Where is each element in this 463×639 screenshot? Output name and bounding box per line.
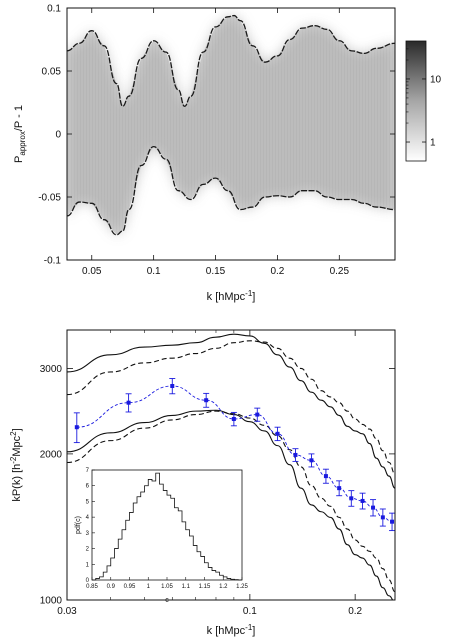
measurement-line	[76, 385, 393, 523]
colorbar-tick-label: 10	[430, 74, 442, 85]
inset-x-tick-label: 0.85	[86, 584, 98, 590]
inset-y-tick-label: 4	[86, 515, 90, 521]
data-point	[170, 384, 175, 389]
density-heatmap	[67, 8, 395, 260]
inset-y-tick-label: 2	[86, 547, 90, 553]
density-panel: 0.05 0.1 0.15 0.2 0.25 0.1 0.05 0 -0.05 -0.1 k […	[13, 4, 442, 304]
spectrum-y-axis-label: kP(k) [h-2Mpc2]	[9, 428, 23, 501]
data-point	[204, 398, 209, 403]
upper-envelope-line	[67, 14, 395, 107]
histogram-outline	[92, 472, 242, 581]
data-point	[309, 458, 314, 463]
inset-x-tick-label: 0.9	[107, 584, 116, 590]
inset-x-tick-label: 1	[147, 584, 151, 590]
inset-x-tick-label: 1.15	[199, 584, 211, 590]
density-y-tick-label: 0	[55, 130, 61, 141]
model-curves	[67, 333, 395, 600]
density-y-axis-label: Papprox/P - 1	[13, 105, 27, 163]
density-x-tick-label: 0.25	[330, 266, 350, 277]
data-point	[390, 519, 395, 524]
solid-upper-curve	[67, 333, 395, 489]
spectrum-y-axis: 3000 2000 1000	[40, 364, 395, 607]
spectrum-x-tick-label: 0.1	[243, 606, 257, 617]
inset-y-axis-label: pdf(c)	[75, 516, 82, 534]
inset-x-tick-label: 1.25	[236, 584, 248, 590]
density-x-axis-label: k [hMpc-1]	[207, 289, 256, 303]
data-point	[349, 496, 354, 501]
inset-y-tick-label: 6	[86, 484, 90, 490]
spectrum-plot-frame	[66, 329, 396, 601]
measurement-points	[73, 378, 395, 532]
inset-x-tick-label: 1.1	[182, 584, 191, 590]
inset-x-axis: 0.85 0.9 0.95 1 1.05 1.1 1.15 1.2 1.25	[86, 577, 248, 590]
density-band-core	[67, 15, 395, 235]
inset-histogram-steps	[92, 472, 242, 581]
density-x-tick-label: 0.05	[82, 266, 102, 277]
data-point	[293, 452, 298, 457]
inset-y-tick-label: 0	[86, 578, 90, 584]
density-y-axis: 0.1 0.05 0 -0.05 -0.1	[38, 4, 395, 267]
spectrum-y-tick-label: 2000	[40, 449, 63, 460]
data-point	[255, 412, 260, 417]
density-x-axis: 0.05 0.1 0.15 0.2 0.25	[82, 8, 349, 277]
spectrum-x-axis: 0.03 0.1 0.2	[57, 330, 363, 617]
inset-x-tick-label: 1.05	[161, 584, 173, 590]
power-spectrum-panel: 0.03 0.1 0.2 3000 2000 1000 k [hMpc-1] kP(k)…	[9, 329, 396, 637]
spectrum-y-tick-label: 1000	[40, 596, 63, 607]
data-point	[380, 515, 385, 520]
dashed-upper-curve	[67, 340, 395, 475]
density-y-tick-label: -0.05	[38, 193, 61, 204]
density-x-tick-label: 0.15	[206, 266, 226, 277]
density-y-tick-label: -0.1	[44, 256, 62, 267]
density-x-tick-label: 0.2	[270, 266, 284, 277]
data-point	[275, 431, 280, 436]
dashed-lower-curve	[67, 410, 395, 593]
spectrum-y-tick-label: 3000	[40, 364, 63, 375]
inset-x-tick-label: 1.2	[219, 584, 228, 590]
data-point	[74, 425, 79, 430]
data-point	[231, 417, 236, 422]
data-point	[337, 486, 342, 491]
inset-histogram: 0.85 0.9 0.95 1 1.05 1.1 1.15 1.2 1.25 01234567 …	[75, 468, 248, 604]
lower-envelope-line	[67, 145, 395, 236]
spectrum-x-axis-label: k [hMpc-1]	[207, 623, 256, 637]
spectrum-x-tick-label: 0.03	[57, 606, 77, 617]
inset-y-axis: 0 1 2 3 4 5 6 7	[86, 468, 95, 584]
envelope-curves	[67, 14, 395, 236]
data-point	[360, 498, 365, 503]
density-y-tick-label: 0.05	[42, 67, 62, 78]
inset-y-tick-label: 5	[86, 499, 90, 505]
inset-y-tick-label: 7	[86, 468, 90, 474]
density-y-tick-label: 0.1	[47, 4, 61, 15]
data-point	[323, 474, 328, 479]
colorbar-ticks: 10 1	[406, 48, 442, 149]
inset-x-axis-label: c	[165, 597, 169, 604]
spectrum-x-tick-label: 0.2	[348, 606, 362, 617]
inset-y-tick-label: 3	[86, 531, 90, 537]
inset-frame	[91, 469, 243, 581]
density-x-tick-label: 0.1	[147, 266, 161, 277]
data-point	[371, 505, 376, 510]
data-point	[126, 400, 131, 405]
colorbar: 10 1	[405, 40, 442, 162]
solid-lower-curve	[67, 409, 394, 600]
colorbar-gradient	[405, 40, 427, 162]
inset-x-tick-label: 0.95	[124, 584, 136, 590]
inset-y-tick-label: 1	[86, 562, 90, 568]
colorbar-tick-label: 1	[430, 138, 436, 149]
